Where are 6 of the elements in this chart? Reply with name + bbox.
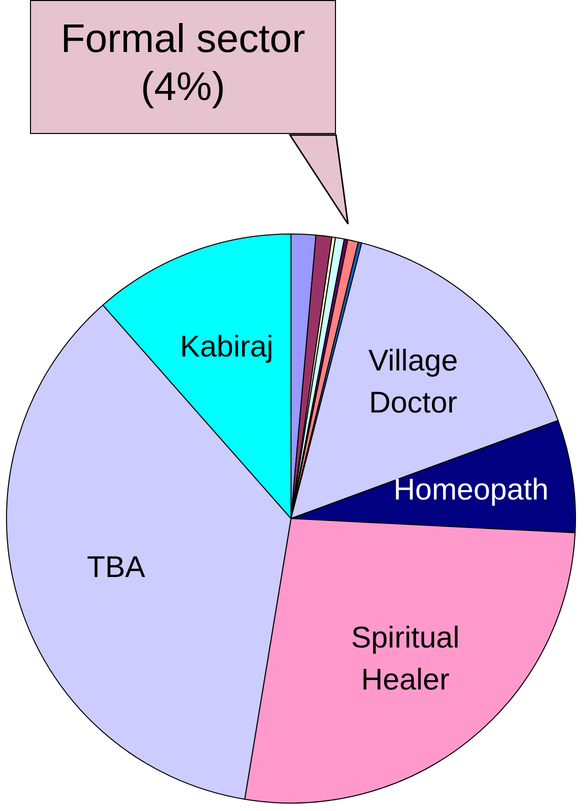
text: Formal sector (4%) <box>30 0 336 134</box>
slice-label: Spiritual Healer <box>351 622 460 697</box>
slice-label: Kabiraj <box>180 330 274 364</box>
slice-label: TBA <box>86 551 146 584</box>
slice-label: Village Doctor <box>368 344 458 420</box>
slice-label: Homeopath <box>393 473 549 506</box>
